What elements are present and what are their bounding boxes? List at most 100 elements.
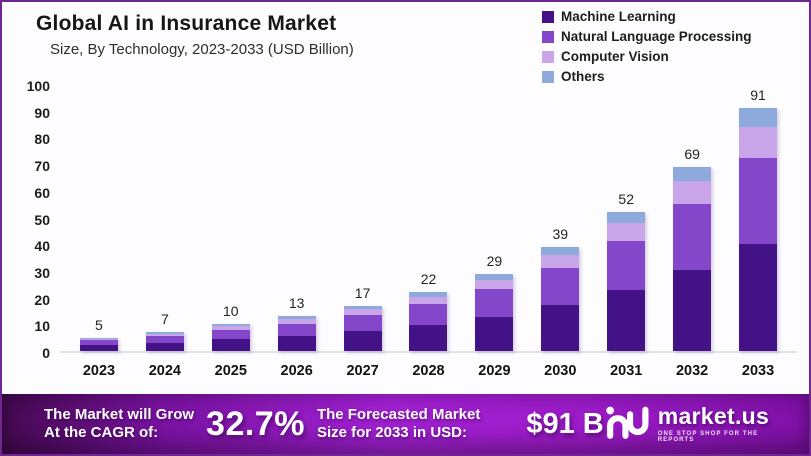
year-label: 2026 bbox=[280, 363, 313, 379]
legend-item: Computer Vision bbox=[542, 49, 752, 64]
brand-logo: market.us ONE STOP SHOP FOR THE REPORTS bbox=[604, 402, 783, 447]
bar-stack bbox=[673, 166, 712, 351]
y-tick-label: 50 bbox=[34, 211, 50, 228]
bar-segment-natural-language-processing bbox=[673, 204, 712, 270]
bar-segment-natural-language-processing bbox=[409, 304, 448, 326]
year-label: 2023 bbox=[82, 363, 116, 379]
bar-segment-machine-learning bbox=[475, 316, 514, 351]
bar-segment-natural-language-processing bbox=[145, 336, 184, 343]
forecast-value: $91 B bbox=[526, 407, 604, 440]
legend-item: Machine Learning bbox=[542, 9, 752, 24]
bar-stack bbox=[475, 273, 514, 351]
bar-total-label: 39 bbox=[552, 225, 569, 242]
legend-label: Computer Vision bbox=[561, 49, 669, 64]
forecast-label: The Forecasted Market Size for 2033 in U… bbox=[316, 406, 481, 441]
bar-segment-machine-learning bbox=[607, 289, 646, 351]
x-axis: 2023 2024 2025 2026 2027 2028 2029 2030 2031 2032… bbox=[60, 363, 797, 379]
bar-segment-computer-vision bbox=[475, 279, 514, 290]
y-tick-label: 100 bbox=[26, 78, 50, 94]
bar-segment-others bbox=[145, 332, 184, 334]
bar-segment-natural-language-processing bbox=[739, 157, 778, 244]
bar-segment-others bbox=[475, 273, 514, 280]
chart-legend: Machine Learning Natural Language Process… bbox=[542, 9, 752, 84]
year-label: 2025 bbox=[214, 363, 247, 379]
bar-total-label: 17 bbox=[354, 284, 371, 301]
bar-segment-computer-vision bbox=[343, 309, 382, 315]
bar-segment-natural-language-processing bbox=[475, 289, 514, 317]
bar-segment-others bbox=[343, 305, 382, 310]
bar-stack bbox=[343, 305, 382, 351]
bar-segment-others bbox=[739, 108, 778, 128]
bar-stack bbox=[541, 246, 580, 351]
bar-segment-others bbox=[211, 324, 250, 327]
bar-group: 69 bbox=[660, 86, 724, 351]
bar-stack bbox=[79, 337, 118, 351]
year-label: 2030 bbox=[544, 363, 577, 379]
bar-segment-computer-vision bbox=[739, 127, 778, 158]
bar-segment-natural-language-processing bbox=[277, 323, 316, 336]
y-tick-label: 20 bbox=[34, 291, 50, 308]
year-label: 2032 bbox=[675, 363, 709, 379]
y-tick-label: 10 bbox=[34, 318, 50, 335]
bar-segment-others bbox=[409, 292, 448, 298]
bar-segment-machine-learning bbox=[409, 325, 448, 351]
bar-segment-machine-learning bbox=[79, 345, 118, 351]
bar-stack bbox=[409, 292, 448, 351]
bar-segment-natural-language-processing bbox=[607, 240, 646, 290]
bar-segment-computer-vision bbox=[277, 319, 316, 324]
year-label: 2027 bbox=[346, 363, 379, 379]
page-title: Global AI in Insurance Market bbox=[36, 12, 337, 35]
bar-total-label: 5 bbox=[95, 316, 103, 333]
bar-stack bbox=[145, 332, 184, 351]
bar-group: 91 bbox=[726, 86, 790, 351]
bar-group: 39 bbox=[528, 86, 592, 351]
bar-segment-natural-language-processing bbox=[541, 268, 580, 306]
year-label: 2031 bbox=[610, 363, 643, 379]
bar-segment-natural-language-processing bbox=[79, 340, 118, 346]
bar-stack bbox=[277, 316, 316, 351]
y-tick-label: 40 bbox=[34, 238, 50, 255]
page-subtitle: Size, By Technology, 2023-2033 (USD Bill… bbox=[50, 41, 354, 58]
brand-name: market.us bbox=[657, 403, 770, 429]
legend-item: Others bbox=[542, 69, 752, 84]
bar-segment-natural-language-processing bbox=[343, 314, 382, 331]
bar-group: 10 bbox=[199, 86, 263, 351]
bar-group: 5 bbox=[67, 86, 131, 351]
bar-total-label: 52 bbox=[618, 191, 634, 208]
bar-stack bbox=[211, 324, 250, 351]
bar-total-label: 13 bbox=[288, 295, 305, 312]
legend-swatch-icon bbox=[542, 70, 554, 83]
year-label: 2024 bbox=[148, 363, 181, 379]
bar-group: 13 bbox=[265, 86, 329, 351]
bar-segment-machine-learning bbox=[277, 335, 316, 351]
bar-total-label: 10 bbox=[222, 303, 239, 320]
bar-segment-machine-learning bbox=[211, 339, 250, 351]
bar-segment-machine-learning bbox=[541, 305, 580, 351]
bar-group: 17 bbox=[331, 86, 395, 351]
bar-total-label: 29 bbox=[486, 252, 503, 269]
bar-segment-others bbox=[607, 212, 646, 224]
bar-segment-computer-vision bbox=[211, 326, 250, 330]
bar-segment-others bbox=[277, 316, 316, 320]
bar-segment-machine-learning bbox=[343, 330, 382, 351]
legend-label: Others bbox=[561, 69, 605, 84]
y-tick-label: 0 bbox=[42, 345, 50, 361]
y-tick-label: 70 bbox=[34, 158, 50, 175]
y-axis: 0 10 20 30 40 50 60 70 80 90 100 bbox=[8, 78, 50, 361]
bar-segment-computer-vision bbox=[607, 223, 646, 241]
y-tick-label: 90 bbox=[34, 104, 50, 121]
year-label: 2029 bbox=[478, 363, 511, 379]
bar-segment-others bbox=[673, 166, 712, 182]
year-label: 2028 bbox=[412, 363, 445, 379]
bar-segment-others bbox=[541, 246, 580, 256]
y-tick-label: 60 bbox=[34, 184, 50, 201]
bar-segment-computer-vision bbox=[673, 181, 712, 205]
bar-stack bbox=[607, 212, 646, 351]
legend-swatch-icon bbox=[542, 10, 554, 23]
bar-segment-computer-vision bbox=[541, 255, 580, 269]
bar-group: 52 bbox=[594, 86, 658, 351]
bar-segment-machine-learning bbox=[673, 269, 712, 351]
brand-tagline: ONE STOP SHOP FOR THE REPORTS bbox=[657, 431, 759, 443]
bar-segment-computer-vision bbox=[409, 297, 448, 305]
